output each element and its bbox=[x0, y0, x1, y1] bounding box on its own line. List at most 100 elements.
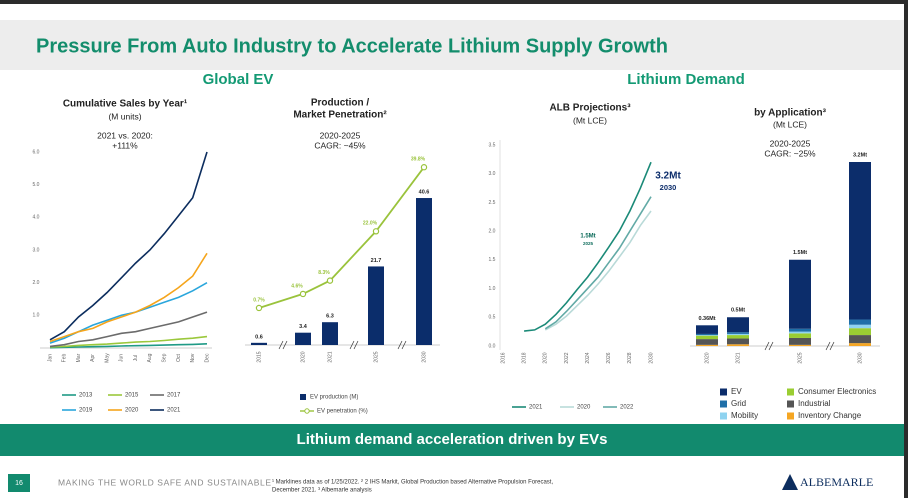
x-tick-label: 2021 bbox=[327, 351, 333, 362]
page-box bbox=[8, 474, 30, 492]
legend-label: 2022 bbox=[620, 405, 634, 411]
series-line bbox=[49, 252, 208, 343]
bar-segment bbox=[789, 344, 811, 346]
bar-segment bbox=[696, 333, 718, 336]
legend-swatch bbox=[720, 412, 727, 420]
bar-value-label: 21.7 bbox=[371, 258, 382, 264]
footnote: ¹ Marklines data as of 1/25/2022. ² 2 IH… bbox=[272, 480, 553, 486]
bar-segment bbox=[727, 335, 749, 339]
y-tick-label: 6.0 bbox=[33, 149, 40, 155]
header-band bbox=[0, 20, 904, 70]
bar-segment bbox=[789, 333, 811, 338]
y-tick-label: 3.0 bbox=[489, 171, 496, 177]
bar bbox=[416, 198, 432, 345]
bar-segment bbox=[849, 328, 871, 336]
page-number: 16 bbox=[15, 480, 23, 487]
chart-subtitle: (Mt LCE) bbox=[773, 119, 807, 129]
x-tick-label: 2018 bbox=[521, 352, 527, 363]
x-tick-label: Jun bbox=[119, 354, 125, 362]
bar-segment bbox=[849, 162, 871, 320]
y-tick-label: 0.0 bbox=[489, 343, 496, 349]
x-tick-label: 2030 bbox=[857, 352, 863, 363]
total-label: 3.2Mt bbox=[853, 152, 867, 158]
banner bbox=[0, 424, 904, 456]
legend-label: Consumer Electronics bbox=[798, 387, 876, 396]
y-tick-label: 2.0 bbox=[33, 280, 40, 286]
chart-title: ALB Projections³ bbox=[549, 103, 631, 114]
footnote: December 2021. ³ Albemarle analysis bbox=[272, 488, 372, 494]
annotation: CAGR: ~45% bbox=[314, 140, 366, 150]
bar-segment bbox=[727, 333, 749, 336]
x-tick-label: 2020 bbox=[704, 352, 710, 363]
x-tick-label: 2025 bbox=[797, 352, 803, 363]
bar-segment bbox=[727, 344, 749, 346]
bar-segment bbox=[696, 325, 718, 334]
legend-swatch bbox=[304, 408, 310, 414]
section-heading: Lithium Demand bbox=[627, 71, 745, 88]
annotation: CAGR: ~25% bbox=[764, 148, 816, 158]
logo-mark bbox=[782, 474, 798, 490]
series-line bbox=[49, 335, 208, 348]
bar-value-label: 6.3 bbox=[326, 314, 334, 320]
x-tick-label: 2026 bbox=[606, 352, 612, 363]
x-tick-label: Aug bbox=[147, 353, 153, 362]
series-line bbox=[49, 151, 208, 341]
top-edge bbox=[0, 0, 908, 4]
y-tick-label: 3.0 bbox=[33, 247, 40, 253]
legend-label: Grid bbox=[731, 399, 746, 408]
y-tick-label: 5.0 bbox=[33, 182, 40, 188]
x-tick-label: Feb bbox=[62, 353, 68, 362]
bar-segment bbox=[727, 332, 749, 334]
legend-label: 2015 bbox=[125, 393, 139, 399]
bar-segment bbox=[849, 319, 871, 325]
legend-label: EV bbox=[731, 387, 742, 396]
x-tick-label: Oct bbox=[176, 354, 182, 362]
bar-segment bbox=[849, 324, 871, 329]
bar-segment bbox=[849, 335, 871, 344]
bar bbox=[368, 266, 384, 345]
bar-segment bbox=[789, 337, 811, 345]
bar-segment bbox=[789, 331, 811, 334]
annotation-label: 3.2Mt bbox=[655, 171, 681, 182]
annotation: 2020-2025 bbox=[320, 130, 361, 140]
x-tick-label: Sep bbox=[162, 353, 168, 362]
legend-label: 2021 bbox=[529, 405, 543, 411]
annotation: 2020-2025 bbox=[770, 138, 811, 148]
annotation-sub: 2030 bbox=[660, 183, 677, 192]
line-value-label: 39.8% bbox=[411, 157, 426, 163]
line-value-label: 4.6% bbox=[291, 283, 303, 289]
chart-subtitle: (M units) bbox=[108, 111, 141, 121]
x-tick-label: 2020 bbox=[543, 352, 549, 363]
bar-segment bbox=[727, 317, 749, 333]
bar-segment bbox=[696, 339, 718, 345]
x-tick-label: 2022 bbox=[564, 352, 570, 363]
legend-label: 2017 bbox=[167, 393, 181, 399]
annotation: 2021 vs. 2020: bbox=[97, 130, 153, 140]
legend-label: 2021 bbox=[167, 408, 181, 414]
bar bbox=[251, 342, 267, 345]
legend-label: 2013 bbox=[79, 393, 93, 399]
annotation: +111% bbox=[112, 140, 138, 150]
y-tick-label: 2.0 bbox=[489, 228, 496, 234]
annotation-label: 1.5Mt bbox=[580, 234, 595, 240]
y-tick-label: 1.0 bbox=[489, 286, 496, 292]
bar-value-label: 40.6 bbox=[419, 189, 430, 195]
annotation-sub: 2025 bbox=[583, 241, 594, 246]
chart-title: Cumulative Sales by Year¹ bbox=[63, 99, 188, 110]
legend-swatch bbox=[720, 388, 727, 396]
bar-segment bbox=[696, 344, 718, 346]
chart-title: Market Penetration² bbox=[293, 110, 387, 121]
legend-label: EV production (M) bbox=[310, 395, 358, 401]
bar-segment bbox=[789, 328, 811, 332]
tagline: MAKING THE WORLD SAFE AND SUSTAINABLE bbox=[58, 477, 272, 487]
line-marker bbox=[255, 304, 263, 312]
x-tick-label: 2024 bbox=[585, 352, 591, 363]
line-marker bbox=[372, 228, 380, 235]
y-tick-label: 0.5 bbox=[489, 315, 496, 321]
line-value-label: 8.3% bbox=[318, 270, 330, 276]
x-tick-label: 2021 bbox=[735, 352, 741, 363]
x-tick-label: Mar bbox=[76, 353, 82, 362]
y-tick-label: 3.5 bbox=[489, 142, 496, 148]
